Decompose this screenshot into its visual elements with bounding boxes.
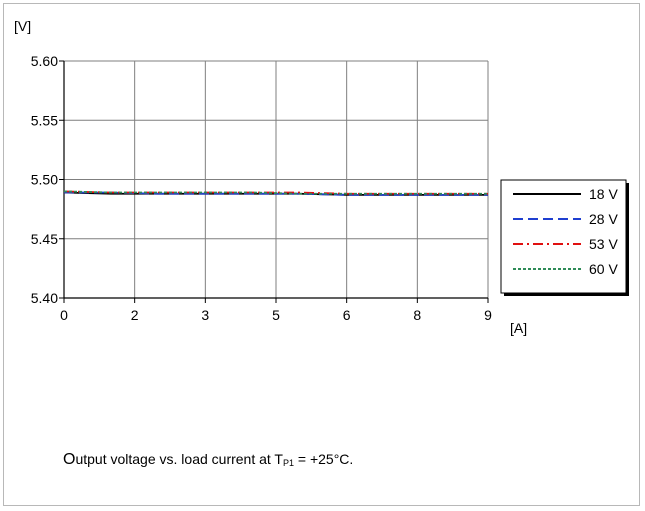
grid: [64, 61, 488, 298]
legend: 18 V 28 V 53 V 60 V: [500, 179, 629, 296]
caption-text: utput voltage vs. load current at T: [75, 451, 283, 467]
figure-frame: 5.60 5.55 5.50 5.45 5.40 0 2 3 5 6 8 9 [V] [A] 18 …: [3, 3, 640, 506]
x-tick-label: 9: [484, 307, 492, 323]
caption-lead: O: [63, 451, 76, 468]
figure-caption: Output voltage vs. load current at TP1 =…: [63, 451, 353, 469]
x-tick-label: 6: [343, 307, 351, 323]
x-tick-label: 3: [201, 307, 209, 323]
legend-label-3: 60 V: [589, 261, 618, 277]
x-tick-label: 5: [272, 307, 280, 323]
x-tick-label: 8: [413, 307, 421, 323]
x-axis-label: [A]: [510, 320, 527, 336]
y-tick-label: 5.55: [31, 112, 58, 128]
legend-label-0: 18 V: [589, 186, 618, 202]
y-tick-label: 5.60: [31, 53, 58, 69]
plot-border: [59, 60, 489, 303]
y-tick-label: 5.50: [31, 172, 58, 188]
legend-label-1: 28 V: [589, 211, 618, 227]
x-tick-label: 0: [60, 307, 68, 323]
y-tick-label: 5.40: [31, 290, 58, 306]
chart: 5.60 5.55 5.50 5.45 5.40 0 2 3 5 6 8 9 [V] [A] 18 …: [14, 18, 629, 336]
caption-subscript: P1: [282, 458, 294, 468]
x-tick-labels: 0 2 3 5 6 8 9: [60, 307, 492, 323]
y-tick-labels: 5.60 5.55 5.50 5.45 5.40: [31, 53, 58, 306]
legend-label-2: 53 V: [589, 236, 618, 252]
x-tick-label: 2: [131, 307, 139, 323]
y-tick-label: 5.45: [31, 231, 58, 247]
caption-text-end: = +25°C.: [294, 451, 354, 467]
legend-box: [500, 179, 627, 294]
y-axis-label: [V]: [14, 18, 31, 34]
series-line-3: [63, 190, 488, 195]
series-lines: [63, 190, 488, 196]
